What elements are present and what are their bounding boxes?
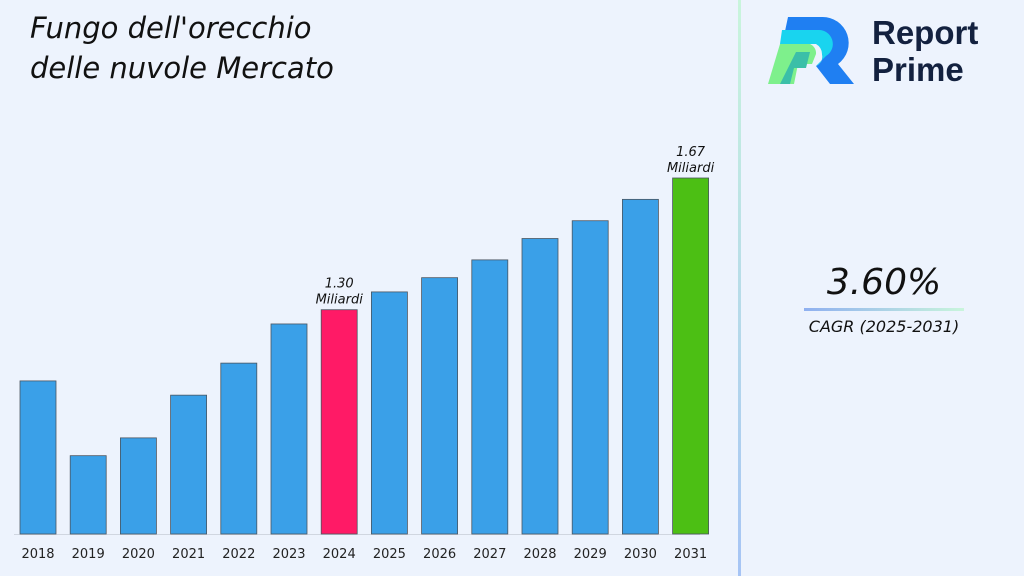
x-tick-label: 2031 [674,547,707,562]
data-label: Miliardi [316,293,364,308]
bar-2026 [421,277,459,535]
x-tick-label: 2026 [423,547,456,562]
bar-chart: 2018 2019 2020 2021 2022 2023 20241.30Miliardi… [14,145,715,562]
chart-title: Fungo dell'orecchio delle nuvole Mercato [30,8,334,88]
bar-2028 [521,238,559,535]
data-label: 1.30 [325,277,354,292]
x-tick-label: 2021 [172,547,205,562]
bar-2024 [320,309,358,535]
x-tick-label: 2019 [72,547,105,562]
bar-2030 [622,198,659,535]
report-prime-logo-icon [768,16,854,84]
bar-2029 [571,220,609,535]
title-line-2: delle nuvole Mercato [30,51,334,85]
x-tick-label: 2029 [574,547,607,562]
bar-2020 [120,437,157,535]
data-label: 1.67 [676,145,706,160]
data-label: Miliardi [667,161,715,176]
x-tick-label: 2028 [523,547,556,562]
x-tick-label: 2024 [323,547,356,562]
bar-2018 [19,380,57,535]
cagr-underline [804,308,964,311]
bar-2023 [270,323,308,535]
bar-2019 [69,455,107,535]
x-tick-label: 2025 [373,547,406,562]
x-tick-label: 2018 [21,547,54,562]
x-tick-label: 2023 [272,547,305,562]
bar-2027 [471,259,509,535]
bar-2031 [672,177,709,535]
bar-2022 [220,362,258,535]
bar-2025 [370,291,408,535]
bar-2021 [170,394,208,535]
cagr-value: 3.60% [826,262,942,303]
divider [738,0,741,576]
logo-text: Report Prime [872,14,979,88]
title-line-1: Fungo dell'orecchio [30,11,312,45]
cagr-label: CAGR (2025-2031) [808,317,960,336]
x-tick-label: 2020 [122,547,155,562]
x-tick-label: 2022 [222,547,255,562]
x-tick-label: 2027 [473,547,506,562]
x-tick-label: 2030 [624,547,657,562]
